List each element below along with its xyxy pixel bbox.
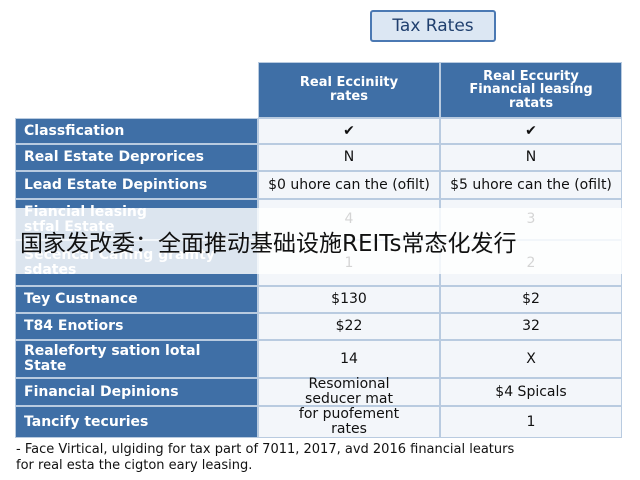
table-cell: $130	[258, 286, 440, 313]
column-header: Real Eccurity Financial leasing ratats	[440, 62, 622, 118]
row-label: T84 Enotiors	[15, 313, 258, 340]
row-label: Financial Depinions	[15, 378, 258, 406]
table-cell: $22	[258, 313, 440, 340]
table-cell: for puofement rates	[258, 406, 440, 438]
table-cell: 32	[440, 313, 622, 340]
row-label: Tancify tecuries	[15, 406, 258, 438]
row-label: Realeforty sation lotal State	[15, 340, 258, 378]
table-cell: $5 uhore can the (ofilt)	[440, 171, 622, 199]
table-cell: X	[440, 340, 622, 378]
table-cell: Resomional seducer mat	[258, 377, 440, 406]
table-cell: $0 uhore can the (ofilt)	[258, 171, 440, 199]
row-label: Real Estate Deprorices	[15, 144, 258, 171]
banner: 国家发改委：全面推动基础设施REITs常态化发行	[0, 208, 640, 274]
table-cell: ✔	[440, 118, 622, 144]
footnote: - Face Virtical, ulgiding for tax part o…	[16, 442, 515, 473]
column-header: Real Ecciniity rates	[258, 62, 440, 118]
table-cell: N	[440, 144, 622, 171]
table-cell: 1	[440, 406, 622, 438]
title: Tax Rates	[370, 10, 496, 42]
table-cell: ✔	[258, 118, 440, 144]
table-cell: $2	[440, 286, 622, 313]
table-cell: 14	[258, 340, 440, 378]
row-label: Lead Estate Depintions	[15, 171, 258, 199]
row-label: Classfication	[15, 118, 258, 144]
table-cell: N	[258, 144, 440, 171]
row-label: Tey Custnance	[15, 286, 258, 313]
table-cell: $4 Spicals	[440, 378, 622, 406]
